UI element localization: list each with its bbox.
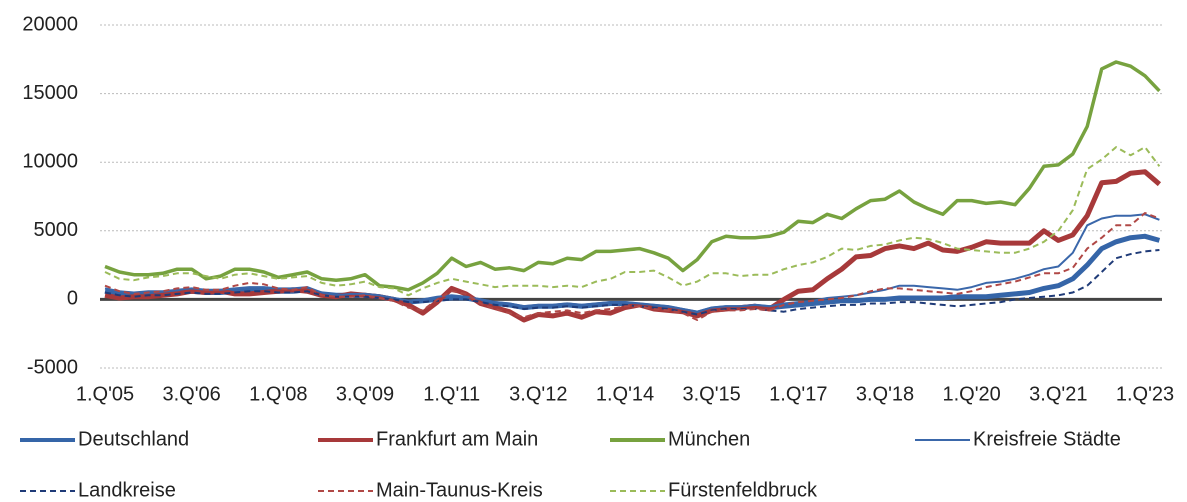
legend-label: München xyxy=(668,428,750,450)
x-tick-label: 3.Q'09 xyxy=(336,383,394,405)
y-tick-label: 20000 xyxy=(22,13,78,35)
series-line xyxy=(104,169,1162,323)
x-tick-label: 3.Q'15 xyxy=(683,383,741,405)
series-line xyxy=(104,60,1161,292)
x-tick-label: 1.Q'23 xyxy=(1116,383,1174,405)
x-tick-label: 3.Q'06 xyxy=(163,383,221,405)
legend-label: Landkreise xyxy=(78,479,176,501)
x-tick-label: 1.Q'11 xyxy=(423,383,480,405)
legend-label: Kreisfreie Städte xyxy=(973,428,1121,450)
x-tick-label: 1.Q'20 xyxy=(943,383,1001,405)
series-line xyxy=(104,249,1160,316)
x-tick-label: 1.Q'05 xyxy=(76,383,134,405)
x-tick-label: 1.Q'08 xyxy=(249,383,307,405)
legend-label: Fürstenfeldbruck xyxy=(668,479,818,501)
x-tick-label: 1.Q'17 xyxy=(769,383,827,405)
y-tick-label: 0 xyxy=(67,288,78,310)
x-tick-label: 3.Q'12 xyxy=(509,383,567,405)
y-tick-label: -5000 xyxy=(27,356,78,378)
series-line xyxy=(104,213,1160,313)
x-tick-label: 3.Q'18 xyxy=(856,383,914,405)
x-tick-label: 1.Q'14 xyxy=(596,383,654,405)
legend-label: Deutschland xyxy=(78,428,189,450)
series-line xyxy=(104,146,1161,297)
legend-label: Main-Taunus-Kreis xyxy=(376,479,543,501)
x-tick-label: 3.Q'21 xyxy=(1029,383,1087,405)
y-tick-label: 5000 xyxy=(34,219,79,241)
y-tick-label: 10000 xyxy=(22,150,78,172)
legend-label: Frankfurt am Main xyxy=(376,428,538,450)
y-tick-label: 15000 xyxy=(22,82,78,104)
